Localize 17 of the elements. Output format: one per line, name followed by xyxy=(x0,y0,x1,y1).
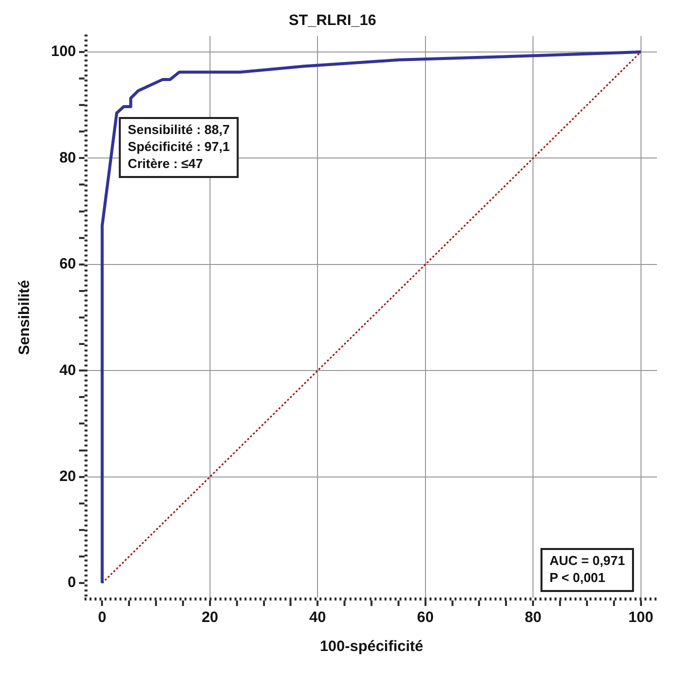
x-tick-label: 60 xyxy=(417,609,434,626)
y-tick-label: 60 xyxy=(59,256,76,273)
annotation: Sensibilité : 88,7 Spécificité : 97,1 Critère : ≤47 xyxy=(128,122,230,172)
x-tick-label: 100 xyxy=(628,609,654,626)
annotation: AUC = 0,971 P < 0,001 xyxy=(549,553,626,586)
x-tick-label: 80 xyxy=(524,609,542,626)
y-axis-title: Sensibilité xyxy=(16,280,34,356)
y-tick-label: 20 xyxy=(59,468,76,485)
y-tick-label: 80 xyxy=(59,149,76,166)
x-tick-label: 40 xyxy=(309,609,326,626)
chart-title: ST_RLRI_16 xyxy=(288,12,376,30)
x-tick-label: 20 xyxy=(202,609,218,626)
y-tick-label: 100 xyxy=(50,43,76,60)
y-tick-label: 40 xyxy=(59,362,76,379)
x-axis-title: 100-spécificité xyxy=(320,638,424,656)
x-tick-label: 0 xyxy=(98,609,106,626)
y-tick-label: 0 xyxy=(68,574,76,592)
